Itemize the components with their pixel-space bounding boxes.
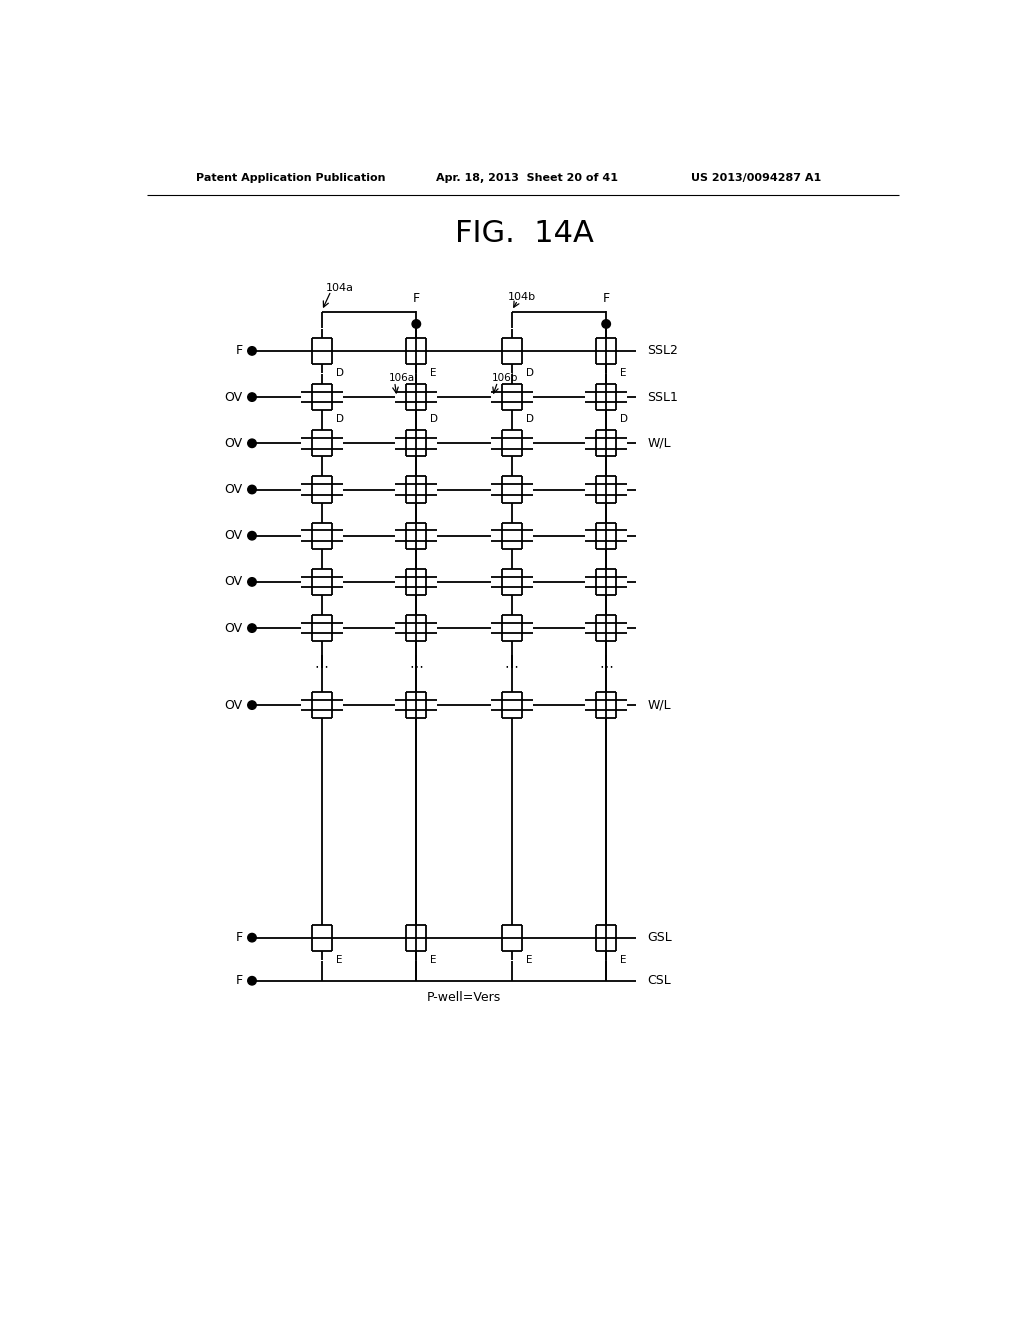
Text: E: E xyxy=(430,368,437,379)
Text: E: E xyxy=(336,954,342,965)
Text: F: F xyxy=(236,931,243,944)
Text: OV: OV xyxy=(224,622,243,635)
Text: F: F xyxy=(236,345,243,358)
Text: D: D xyxy=(430,414,438,425)
Circle shape xyxy=(248,701,256,709)
Text: 106a: 106a xyxy=(389,372,416,383)
Text: F: F xyxy=(413,292,420,305)
Text: OV: OV xyxy=(224,483,243,496)
Text: D: D xyxy=(336,368,344,379)
Text: D: D xyxy=(336,414,344,425)
Text: E: E xyxy=(621,954,627,965)
Text: OV: OV xyxy=(224,698,243,711)
Text: CSL: CSL xyxy=(647,974,671,987)
Text: 106b: 106b xyxy=(493,372,518,383)
Circle shape xyxy=(248,624,256,632)
Text: D: D xyxy=(525,414,534,425)
Text: D: D xyxy=(525,368,534,379)
Text: ⋯: ⋯ xyxy=(505,660,518,673)
Circle shape xyxy=(248,347,256,355)
Text: ⋯: ⋯ xyxy=(599,660,613,673)
Text: P-well=Vers: P-well=Vers xyxy=(427,991,501,1005)
Text: SSL2: SSL2 xyxy=(647,345,678,358)
Text: FIG.  14A: FIG. 14A xyxy=(456,219,594,248)
Text: OV: OV xyxy=(224,529,243,543)
Circle shape xyxy=(248,532,256,540)
Text: F: F xyxy=(602,292,609,305)
Text: OV: OV xyxy=(224,437,243,450)
Circle shape xyxy=(248,977,256,985)
Text: ⋯: ⋯ xyxy=(314,660,329,673)
Text: OV: OV xyxy=(224,391,243,404)
Text: US 2013/0094287 A1: US 2013/0094287 A1 xyxy=(690,173,821,182)
Text: OV: OV xyxy=(224,576,243,589)
Text: 104b: 104b xyxy=(508,292,536,302)
Circle shape xyxy=(602,319,610,329)
Text: 104a: 104a xyxy=(326,282,353,293)
Text: GSL: GSL xyxy=(647,931,672,944)
Text: ⋯: ⋯ xyxy=(410,660,423,673)
Text: W/L: W/L xyxy=(647,698,671,711)
Text: Patent Application Publication: Patent Application Publication xyxy=(196,173,385,182)
Text: E: E xyxy=(621,368,627,379)
Text: E: E xyxy=(525,954,532,965)
Text: E: E xyxy=(430,954,437,965)
Circle shape xyxy=(248,578,256,586)
Text: F: F xyxy=(236,974,243,987)
Circle shape xyxy=(248,440,256,447)
Text: D: D xyxy=(621,414,628,425)
Circle shape xyxy=(248,486,256,494)
Circle shape xyxy=(412,319,421,329)
Circle shape xyxy=(248,393,256,401)
Text: W/L: W/L xyxy=(647,437,671,450)
Text: SSL1: SSL1 xyxy=(647,391,678,404)
Text: Apr. 18, 2013  Sheet 20 of 41: Apr. 18, 2013 Sheet 20 of 41 xyxy=(436,173,618,182)
Circle shape xyxy=(248,933,256,942)
